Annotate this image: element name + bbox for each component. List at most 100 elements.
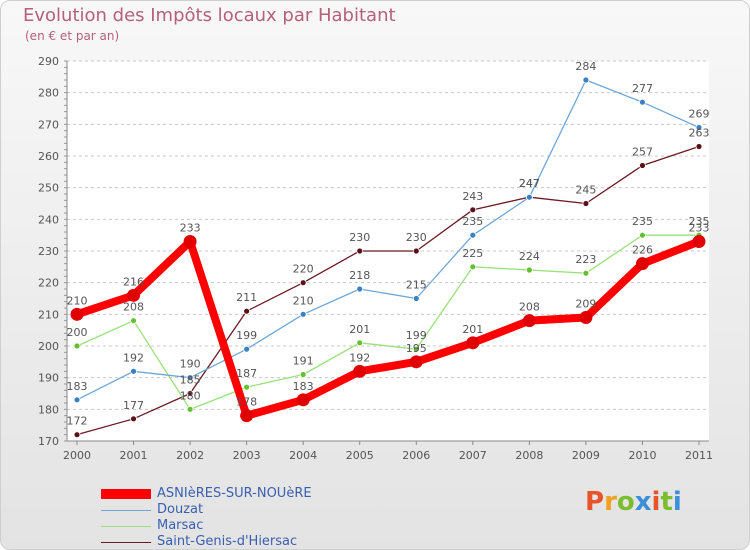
data-label: 172 [67,415,88,428]
x-tick-label: 2002 [176,449,204,462]
data-label: 183 [293,380,314,393]
data-point [469,263,477,271]
x-tick-label: 2011 [685,449,713,462]
x-tick-label: 2004 [289,449,317,462]
x-tick-label: 2009 [572,449,600,462]
chart-legend: ASNIèRES-SUR-NOUèRE Douzat Marsac Saint-… [101,486,312,549]
data-point [409,355,423,369]
data-label: 208 [519,301,540,314]
data-label: 201 [349,323,370,336]
x-tick-label: 2000 [63,449,91,462]
logo-letter: P [585,487,605,517]
data-label: 208 [123,301,144,314]
y-tick-label: 220 [38,277,59,290]
x-tick-label: 2003 [233,449,261,462]
y-tick-label: 190 [38,372,59,385]
data-label: 269 [689,108,710,121]
data-label: 224 [519,250,540,263]
series-line [76,234,700,410]
data-point [243,383,251,391]
data-point [469,231,477,239]
data-label: 223 [575,253,596,266]
y-tick-label: 280 [38,87,59,100]
data-label: 218 [349,269,370,282]
data-label: 277 [632,82,653,95]
proxiti-logo: Proxiti [585,487,682,517]
data-label: 190 [180,358,201,371]
data-label: 233 [689,222,710,235]
data-point [73,431,81,439]
data-point [582,200,590,207]
data-label: 235 [632,215,653,228]
legend-swatch [101,541,151,543]
data-label: 192 [349,351,370,364]
x-tick-label: 2006 [402,449,430,462]
data-point [582,269,590,277]
x-tick-label: 2008 [515,449,543,462]
legend-label: Douzat [157,502,204,517]
data-point [186,390,194,397]
y-tick-label: 250 [38,182,59,195]
data-label: 201 [462,323,483,336]
logo-letter: o [616,487,635,517]
data-label: 177 [123,399,144,412]
data-label: 183 [67,380,88,393]
chart-title: Evolution des Impôts locaux par Habitant [23,5,396,26]
data-label: 263 [689,127,710,140]
data-label: 199 [236,329,257,342]
logo-letter: r [604,487,617,517]
chart-subtitle: (en € et par an) [25,29,120,43]
x-tick-label: 2005 [346,449,374,462]
data-point [356,339,364,347]
data-point [635,257,649,271]
data-point [639,162,646,169]
data-point [130,415,137,423]
y-tick-label: 170 [38,435,59,448]
data-label: 209 [575,298,596,311]
legend-label: Marsac [157,518,204,533]
data-label: 192 [123,351,144,364]
data-label: 215 [406,279,427,292]
data-point [73,342,81,350]
data-label: 225 [462,247,483,260]
data-point [412,247,420,255]
data-label: 220 [293,263,314,276]
data-point [299,371,307,378]
data-point [296,393,310,407]
data-point [692,235,706,248]
legend-label: ASNIèRES-SUR-NOUèRE [157,486,312,501]
data-point [522,314,536,328]
data-point [579,311,593,324]
data-label: 200 [67,326,88,339]
data-point [639,98,646,106]
data-point [353,364,367,378]
data-label: 195 [406,342,427,355]
data-point [127,288,141,302]
data-label: 211 [236,291,257,304]
series-line [76,79,700,401]
data-point [299,310,307,318]
legend-swatch [101,489,151,499]
data-point [70,307,84,321]
data-label: 180 [180,389,201,402]
logo-letter: x [634,487,652,517]
y-tick-label: 210 [38,308,59,321]
data-label: 185 [180,374,201,387]
data-point [525,266,533,274]
data-label: 226 [632,244,653,257]
data-label: 199 [406,329,427,342]
y-tick-label: 200 [38,340,59,353]
legend-swatch [101,509,151,511]
legend-swatch [101,525,151,527]
y-tick-label: 240 [38,213,59,226]
data-label: 245 [575,184,596,197]
series-line [76,145,700,436]
x-tick-label: 2007 [459,449,487,462]
data-label: 210 [293,294,314,307]
y-tick-label: 230 [38,245,59,258]
data-label: 235 [462,215,483,228]
data-label: 243 [462,190,483,203]
data-label: 178 [236,396,257,409]
data-point [243,307,251,315]
